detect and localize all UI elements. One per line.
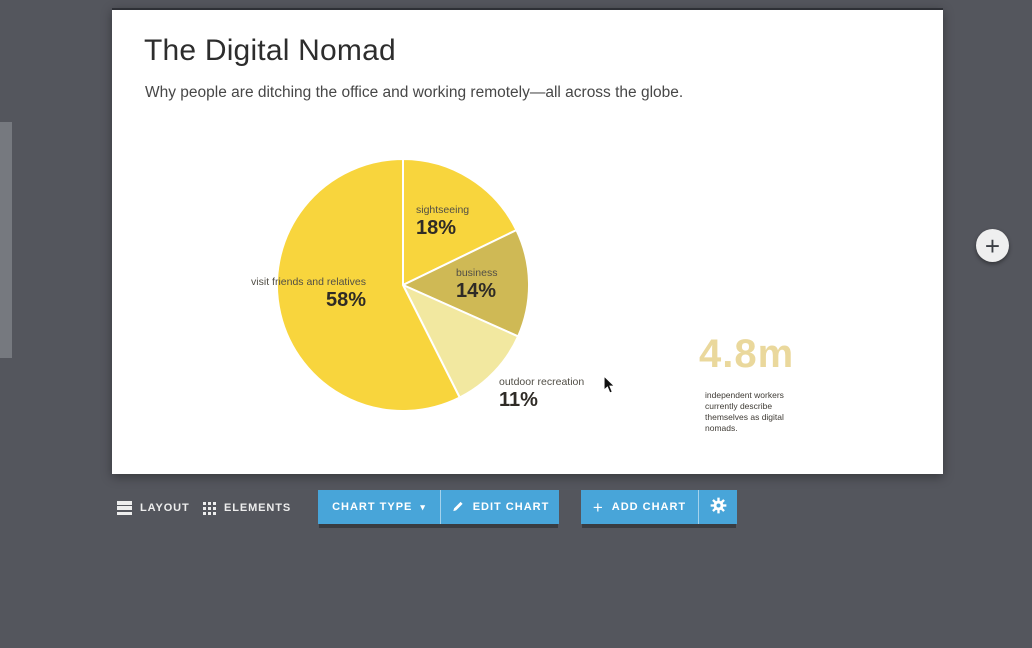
stat-description[interactable]: independent workers currently describe t…: [705, 390, 784, 434]
plus-icon: +: [592, 497, 604, 517]
chart-type-button[interactable]: CHART TYPE ▾: [318, 490, 440, 524]
pencil-icon: [451, 499, 465, 516]
grid-dots-icon: [203, 501, 216, 515]
slide-subtitle[interactable]: Why people are ditching the office and w…: [145, 84, 684, 101]
slide-title[interactable]: The Digital Nomad: [144, 34, 396, 67]
add-page-button[interactable]: +: [976, 229, 1009, 262]
slice-label: visit friends and relatives: [251, 276, 366, 288]
add-chart-label: ADD CHART: [611, 501, 687, 513]
pie-label-business: business 14%: [456, 267, 497, 303]
mouse-cursor-icon: [603, 374, 617, 400]
slice-percent: 18%: [416, 217, 457, 239]
plus-icon: +: [984, 230, 1001, 261]
slice-label: outdoor recreation: [499, 376, 585, 388]
edit-chart-label: EDIT CHART: [472, 501, 550, 513]
slice-label: business: [456, 267, 498, 279]
layout-button[interactable]: LAYOUT: [117, 500, 190, 516]
side-panel-edge[interactable]: [0, 122, 12, 358]
edit-chart-button[interactable]: EDIT CHART: [440, 490, 559, 524]
pie-label-visit-friends: visit friends and relatives 58%: [250, 276, 366, 312]
gear-icon: [710, 497, 727, 517]
elements-button[interactable]: ELEMENTS: [203, 500, 291, 516]
pie-label-outdoor-recreation: outdoor recreation 11%: [499, 376, 584, 412]
slice-percent: 58%: [325, 289, 366, 311]
pie-chart-object[interactable]: [275, 157, 531, 413]
chart-actions-group: CHART TYPE ▾ EDIT CHART: [318, 490, 559, 524]
slice-percent: 11%: [499, 389, 538, 411]
pie-chart: [275, 158, 531, 412]
add-chart-group: + ADD CHART: [581, 490, 737, 524]
rows-icon: [117, 501, 132, 515]
pie-label-sightseeing: sightseeing 18%: [416, 204, 469, 240]
chart-settings-button[interactable]: [698, 490, 737, 524]
slide-canvas[interactable]: The Digital Nomad Why people are ditchin…: [112, 8, 943, 474]
stat-value[interactable]: 4.8m: [699, 332, 795, 376]
slice-percent: 14%: [456, 280, 497, 302]
chart-type-label: CHART TYPE: [332, 501, 413, 513]
add-chart-button[interactable]: + ADD CHART: [581, 490, 698, 524]
chevron-down-icon: ▾: [420, 501, 426, 512]
elements-button-label: ELEMENTS: [224, 502, 292, 514]
slice-label: sightseeing: [416, 204, 470, 216]
layout-button-label: LAYOUT: [140, 502, 190, 514]
